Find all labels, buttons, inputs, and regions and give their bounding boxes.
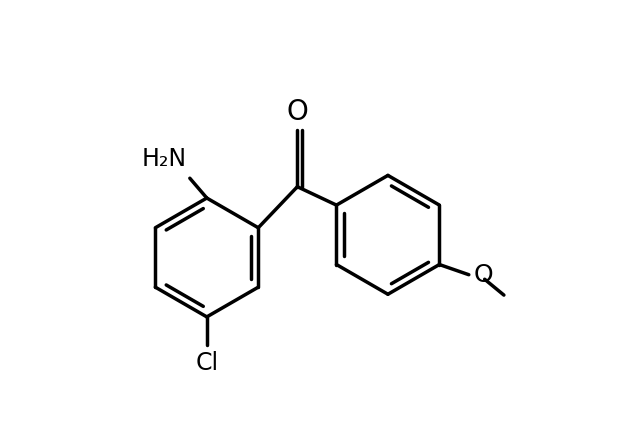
Text: Cl: Cl [195,351,218,375]
Text: O: O [287,97,308,126]
Text: O: O [474,263,493,287]
Text: H₂N: H₂N [142,147,187,171]
